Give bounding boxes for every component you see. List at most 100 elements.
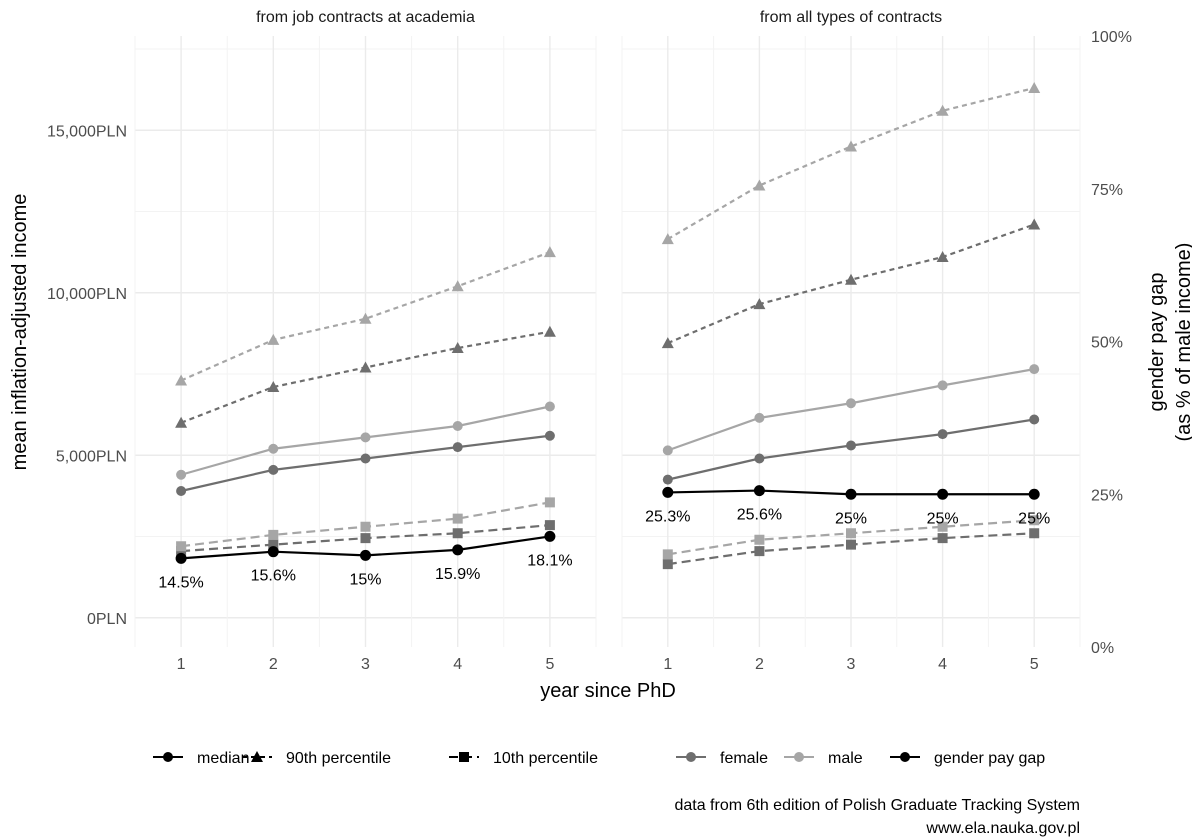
legend-label: median bbox=[197, 750, 249, 767]
data-point bbox=[544, 430, 555, 441]
data-point bbox=[268, 443, 279, 454]
data-point bbox=[846, 528, 856, 539]
panels: from job contracts at academia 1 2 3 4 5 14.5%… bbox=[134, 9, 1081, 673]
gap-point bbox=[1028, 488, 1040, 500]
gap-label: 25.6% bbox=[737, 507, 782, 524]
data-point bbox=[753, 298, 766, 310]
data-point bbox=[268, 539, 279, 550]
panel-title: from all types of contracts bbox=[760, 9, 942, 26]
data-point bbox=[661, 337, 674, 349]
data-point bbox=[662, 559, 673, 570]
x-axis-title: year since PhD bbox=[540, 680, 676, 702]
data-point bbox=[845, 140, 857, 152]
data-point bbox=[360, 533, 371, 544]
data-point bbox=[268, 464, 279, 475]
data-point bbox=[176, 541, 187, 552]
data-point bbox=[175, 416, 188, 428]
legend-key-marker bbox=[794, 752, 804, 762]
y-tick-label: 0PLN bbox=[87, 611, 127, 628]
data-point bbox=[268, 529, 279, 540]
data-point bbox=[544, 497, 555, 508]
y-axis-title: mean inflation-adjusted income bbox=[9, 194, 31, 471]
panel-2: from all types of contracts 1 2 3 4 5 25.3% 25.… bbox=[621, 9, 1081, 673]
legend-label: male bbox=[828, 750, 863, 767]
data-point bbox=[754, 546, 765, 557]
gap-label: 15.6% bbox=[251, 568, 296, 585]
gap-point bbox=[544, 530, 556, 542]
legend-label: 90th percentile bbox=[286, 750, 391, 767]
data-point bbox=[267, 381, 280, 392]
y2-axis-title-line2: (as % of male income) bbox=[1173, 243, 1192, 442]
data-point bbox=[359, 361, 372, 373]
gap-label: 15.9% bbox=[435, 566, 480, 583]
data-point bbox=[451, 280, 464, 292]
caption-line2: www.ela.nauka.gov.pl bbox=[925, 820, 1080, 837]
gap-label: 25% bbox=[835, 510, 867, 527]
y-tick-label: 15,000PLN bbox=[47, 123, 127, 140]
legend-label: female bbox=[720, 750, 768, 767]
data-point bbox=[846, 440, 856, 451]
data-point bbox=[845, 273, 857, 285]
series-line bbox=[667, 86, 1035, 241]
data-point bbox=[936, 251, 949, 262]
data-point bbox=[937, 380, 948, 391]
data-point bbox=[846, 398, 856, 409]
data-point bbox=[662, 445, 673, 456]
data-point bbox=[543, 246, 556, 258]
x-tick-label: 1 bbox=[177, 656, 186, 673]
x-tick-label: 3 bbox=[847, 656, 856, 673]
gap-point bbox=[360, 549, 371, 561]
y2-axis-title-line1: gender pay gap bbox=[1146, 272, 1168, 411]
gap-label: 25.3% bbox=[645, 508, 690, 525]
x-tick-label: 5 bbox=[545, 656, 554, 673]
x-tick-label: 3 bbox=[361, 656, 370, 673]
data-point bbox=[543, 325, 556, 337]
legend-key-marker bbox=[251, 751, 263, 762]
data-point bbox=[1029, 515, 1040, 526]
data-point bbox=[176, 469, 187, 480]
x-tick-label: 2 bbox=[755, 656, 764, 673]
x-tick-label: 4 bbox=[938, 656, 947, 673]
gap-point bbox=[753, 485, 765, 497]
data-point bbox=[360, 453, 371, 464]
x-tick-label: 1 bbox=[663, 656, 672, 673]
gap-point bbox=[845, 488, 857, 500]
data-point bbox=[452, 528, 463, 539]
series-line bbox=[667, 223, 1035, 345]
data-point bbox=[936, 104, 949, 116]
gap-label: 15% bbox=[349, 571, 381, 588]
gap-point bbox=[175, 552, 187, 564]
data-point bbox=[937, 521, 948, 532]
data-point bbox=[1029, 414, 1040, 425]
data-point bbox=[937, 533, 948, 544]
y2-tick-label: 25% bbox=[1091, 487, 1123, 504]
panel-title: from job contracts at academia bbox=[256, 9, 475, 26]
data-point bbox=[846, 539, 856, 550]
data-point bbox=[452, 421, 463, 431]
gap-point bbox=[452, 544, 464, 556]
data-point bbox=[937, 429, 948, 440]
x-tick-label: 2 bbox=[269, 656, 278, 673]
y2-tick-label: 100% bbox=[1091, 29, 1132, 46]
data-point bbox=[360, 432, 371, 443]
gap-label: 25% bbox=[1018, 510, 1050, 527]
data-point bbox=[175, 374, 188, 386]
y-tick-label: 5,000PLN bbox=[56, 448, 127, 465]
gap-point bbox=[662, 486, 674, 498]
legend-key-marker bbox=[163, 752, 173, 762]
data-point bbox=[1029, 528, 1040, 539]
data-point bbox=[267, 333, 280, 345]
caption-line1: data from 6th edition of Polish Graduate… bbox=[674, 797, 1080, 814]
data-point bbox=[662, 549, 673, 560]
gap-point bbox=[267, 546, 279, 558]
data-point bbox=[1029, 364, 1040, 375]
legend-key-marker bbox=[900, 752, 910, 762]
data-point bbox=[452, 442, 463, 453]
gap-point bbox=[937, 488, 949, 500]
gap-label: 14.5% bbox=[158, 574, 203, 591]
data-point bbox=[661, 233, 674, 245]
y2-tick-label: 0% bbox=[1091, 640, 1114, 657]
data-point bbox=[1028, 82, 1041, 93]
legend-label: 10th percentile bbox=[493, 750, 598, 767]
